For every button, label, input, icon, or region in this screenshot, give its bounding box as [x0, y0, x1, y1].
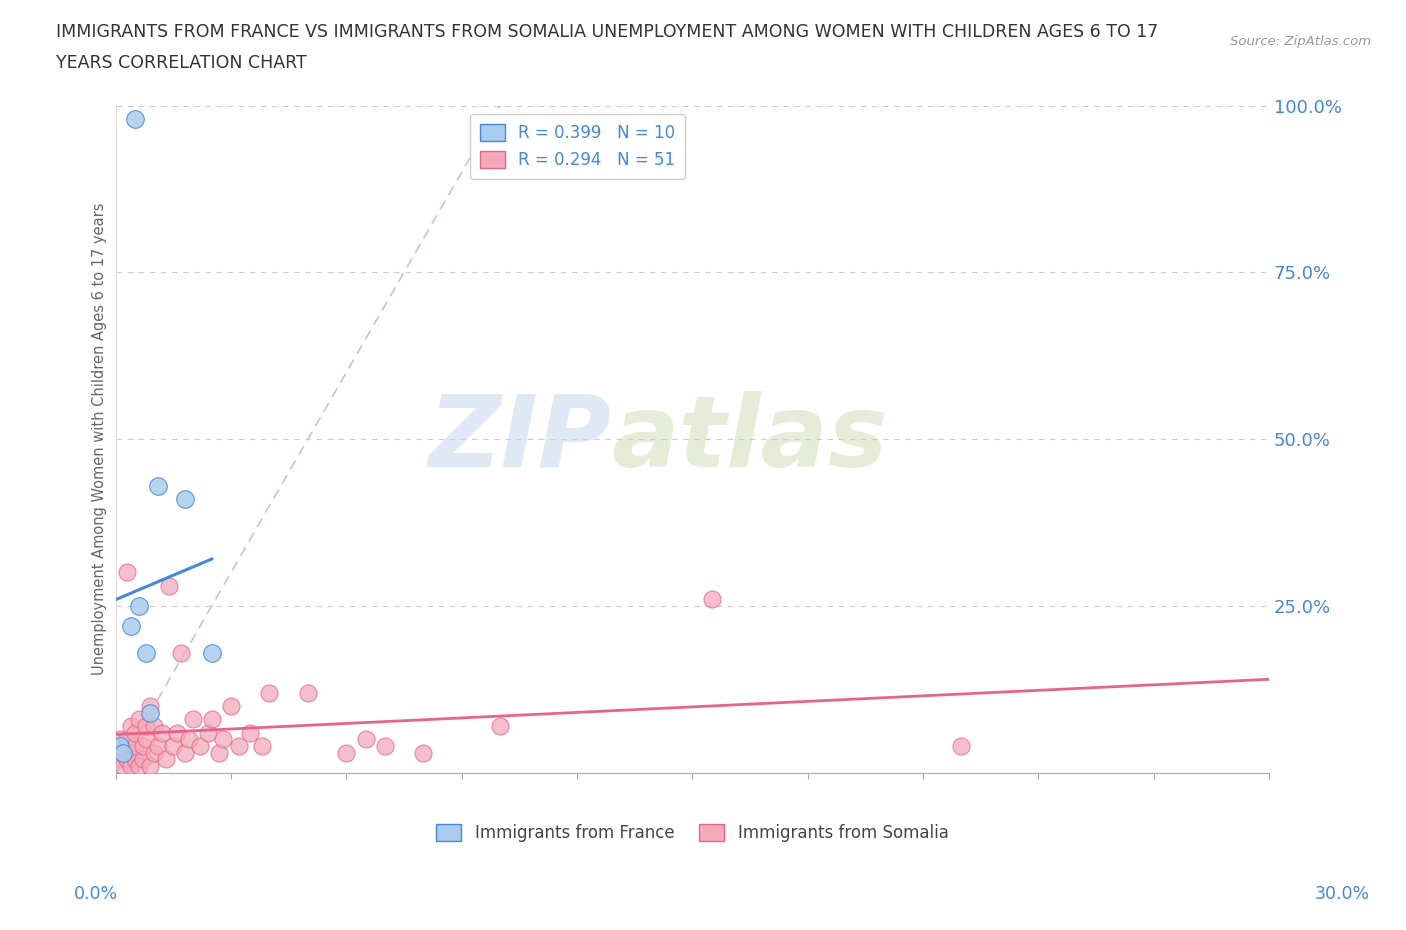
Text: 30.0%: 30.0% [1315, 885, 1371, 903]
Point [135, 645, 157, 660]
Point [177, 732, 200, 747]
Text: Source: ZipAtlas.com: Source: ZipAtlas.com [1230, 35, 1371, 48]
Point [115, 751, 138, 766]
Text: IMMIGRANTS FROM FRANCE VS IMMIGRANTS FROM SOMALIA UNEMPLOYMENT AMONG WOMEN WITH : IMMIGRANTS FROM FRANCE VS IMMIGRANTS FRO… [56, 23, 1159, 41]
Point [181, 711, 204, 726]
Point [131, 751, 153, 766]
Point [128, 759, 150, 774]
Point [700, 591, 723, 606]
Point [950, 738, 973, 753]
Text: atlas: atlas [612, 391, 889, 487]
Point [146, 738, 169, 753]
Point [162, 738, 184, 753]
Point [120, 618, 142, 633]
Point [166, 725, 188, 740]
Point [143, 718, 166, 733]
Point [108, 732, 131, 747]
Point [115, 732, 138, 747]
Point [297, 685, 319, 700]
Point [112, 745, 135, 760]
Point [131, 738, 153, 753]
Point [412, 745, 434, 760]
Point [173, 745, 195, 760]
Point [239, 725, 262, 740]
Legend: Immigrants from France, Immigrants from Somalia: Immigrants from France, Immigrants from … [430, 817, 955, 849]
Point [354, 732, 377, 747]
Point [112, 759, 135, 774]
Point [335, 745, 357, 760]
Point [139, 759, 162, 774]
Point [112, 745, 135, 760]
Point [201, 711, 224, 726]
Point [120, 718, 142, 733]
Point [135, 732, 157, 747]
Point [124, 738, 146, 753]
Point [139, 698, 162, 713]
Point [208, 745, 231, 760]
Point [173, 492, 195, 507]
Point [155, 751, 177, 766]
Point [120, 759, 142, 774]
Point [197, 725, 219, 740]
Point [124, 751, 146, 766]
Point [201, 645, 224, 660]
Point [219, 698, 242, 713]
Text: YEARS CORRELATION CHART: YEARS CORRELATION CHART [56, 54, 307, 72]
Point [188, 738, 211, 753]
Point [212, 732, 235, 747]
Point [374, 738, 396, 753]
Point [128, 598, 150, 613]
Point [250, 738, 273, 753]
Point [150, 725, 173, 740]
Point [128, 711, 150, 726]
Point [143, 745, 166, 760]
Point [115, 565, 138, 580]
Point [139, 705, 162, 720]
Text: 0.0%: 0.0% [73, 885, 118, 903]
Point [108, 738, 131, 753]
Point [489, 718, 512, 733]
Point [170, 645, 193, 660]
Point [159, 578, 181, 593]
Point [228, 738, 250, 753]
Point [124, 725, 146, 740]
Y-axis label: Unemployment Among Women with Children Ages 6 to 17 years: Unemployment Among Women with Children A… [93, 203, 107, 675]
Text: ZIP: ZIP [429, 391, 612, 487]
Point [120, 745, 142, 760]
Point [259, 685, 281, 700]
Point [108, 751, 131, 766]
Point [135, 718, 157, 733]
Point [146, 478, 169, 493]
Point [124, 112, 146, 126]
